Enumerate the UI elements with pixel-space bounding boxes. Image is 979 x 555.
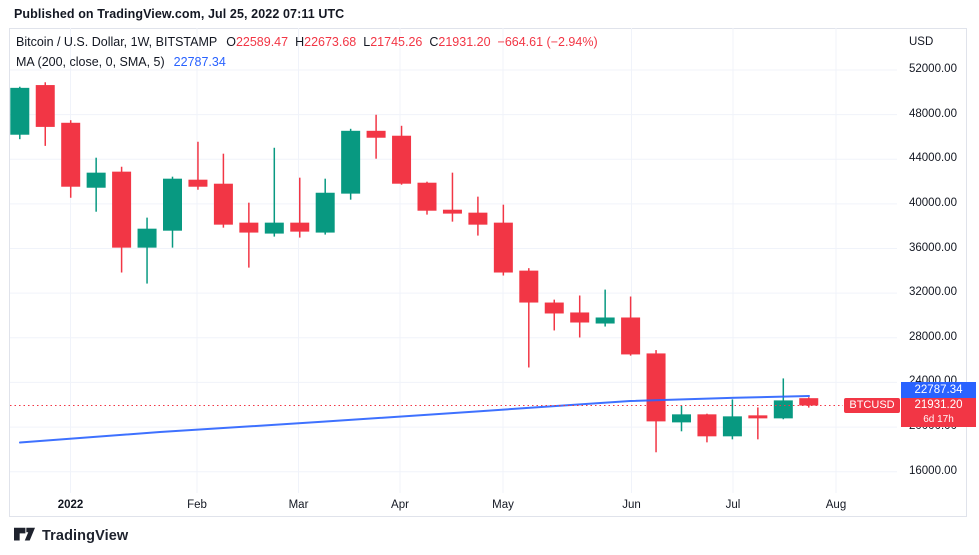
chart-legend: Bitcoin / U.S. Dollar, 1W, BITSTAMP O225… bbox=[16, 33, 598, 72]
time-tick-label: Feb bbox=[187, 499, 207, 511]
symbol-title: Bitcoin / U.S. Dollar, 1W, BITSTAMP bbox=[16, 35, 218, 49]
time-tick-label: Jun bbox=[622, 499, 641, 511]
symbol-badge-label: BTCUSD bbox=[849, 399, 895, 412]
footer-brand: TradingView bbox=[14, 527, 128, 544]
price-tick-label: 32000.00 bbox=[909, 286, 957, 299]
symbol-badge: BTCUSD bbox=[844, 398, 900, 414]
chart-frame bbox=[9, 28, 967, 517]
time-tick-label: Mar bbox=[288, 499, 309, 511]
time-tick-label: May bbox=[492, 499, 514, 511]
last-price-badge: 21931.20 6d 17h bbox=[901, 397, 976, 427]
price-tick-label: 36000.00 bbox=[909, 241, 957, 254]
time-tick-label: 2022 bbox=[57, 499, 84, 511]
price-tick-label: 48000.00 bbox=[909, 107, 957, 120]
ohlc-readout: O22589.47 H22673.68 L21745.26 C21931.20 … bbox=[226, 33, 597, 52]
high-readout: H22673.68 bbox=[295, 35, 357, 49]
price-tick-label: 16000.00 bbox=[909, 464, 957, 477]
open-readout: O22589.47 bbox=[226, 35, 289, 49]
price-tick-label: 40000.00 bbox=[909, 196, 957, 209]
published-text: Published on TradingView.com, Jul 25, 20… bbox=[14, 7, 345, 21]
ma-indicator-label: MA (200, close, 0, SMA, 5) bbox=[16, 55, 165, 69]
ma-indicator-value: 22787.34 bbox=[173, 55, 226, 69]
low-readout: L21745.26 bbox=[363, 35, 423, 49]
time-tick-label: Jul bbox=[725, 499, 741, 511]
price-axis-unit: USD bbox=[909, 36, 934, 48]
close-readout: C21931.20 bbox=[429, 35, 491, 49]
price-tick-label: 44000.00 bbox=[909, 152, 957, 165]
ma-price-badge-value: 22787.34 bbox=[914, 383, 963, 396]
tradingview-logo-icon bbox=[14, 527, 35, 541]
tradingview-wordmark: TradingView bbox=[42, 527, 129, 544]
ma-price-badge: 22787.34 bbox=[901, 381, 976, 398]
price-tick-label: 28000.00 bbox=[909, 330, 957, 343]
legend-indicator-row: MA (200, close, 0, SMA, 5) 22787.34 bbox=[16, 53, 598, 72]
legend-symbol-row: Bitcoin / U.S. Dollar, 1W, BITSTAMP O225… bbox=[16, 33, 598, 52]
last-price-value: 21931.20 bbox=[914, 398, 963, 411]
countdown-timer: 6d 17h bbox=[923, 413, 954, 425]
time-tick-label: Apr bbox=[391, 499, 409, 511]
time-tick-label: Aug bbox=[825, 499, 847, 511]
published-bar: Published on TradingView.com, Jul 25, 20… bbox=[0, 0, 979, 28]
change-readout: −664.61 (−2.94%) bbox=[497, 35, 598, 49]
price-tick-label: 52000.00 bbox=[909, 63, 957, 75]
